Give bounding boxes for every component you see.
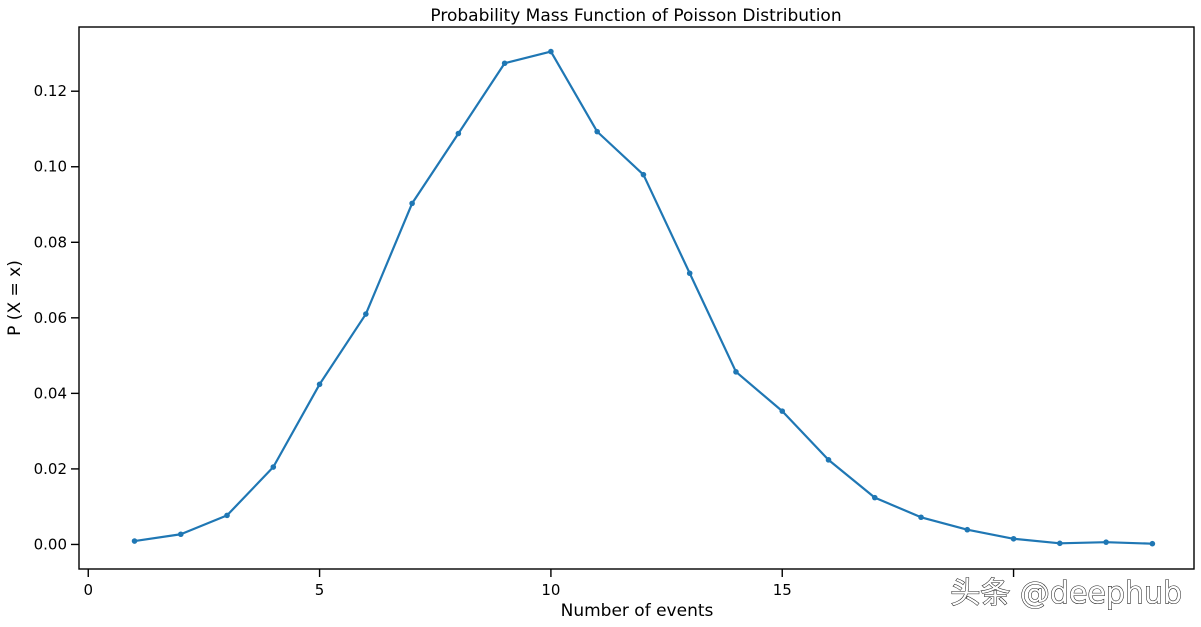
data-point [1149, 540, 1156, 547]
y-tick-label: 0.12 [34, 82, 67, 100]
y-tick-label: 0.10 [34, 158, 67, 176]
data-point [316, 381, 323, 388]
data-point [177, 531, 184, 538]
data-point [501, 60, 508, 67]
y-axis: 0.00 0.02 0.04 0.06 0.08 0.10 0.12 [34, 82, 79, 553]
x-tick-label: 0 [83, 581, 93, 599]
data-point [548, 48, 554, 55]
data-point [779, 408, 786, 414]
chart-title: Probability Mass Function of Poisson Dis… [430, 6, 841, 26]
data-point [686, 270, 693, 277]
y-tick-label: 0.08 [34, 233, 67, 251]
y-ticks: 0.00 0.02 0.04 0.06 0.08 0.10 0.12 [34, 82, 79, 553]
x-tick-label: 15 [773, 581, 792, 599]
data-point [918, 514, 924, 521]
x-axis: 0 5 10 15 [83, 569, 1015, 599]
data-point [409, 200, 415, 207]
x-ticks: 0 5 10 15 [83, 569, 1015, 599]
data-point [871, 494, 878, 501]
data-point [733, 369, 739, 375]
data-point [455, 130, 462, 137]
y-tick-label: 0.04 [34, 384, 67, 402]
watermark: 头条 @deephub [950, 576, 1182, 611]
data-point [224, 512, 230, 519]
y-tick-label: 0.00 [34, 535, 67, 553]
x-tick-label: 5 [315, 581, 325, 599]
y-tick-label: 0.02 [34, 460, 67, 478]
plot-frame [78, 26, 1195, 570]
data-point [270, 464, 277, 470]
data-point [131, 538, 138, 544]
data-point [964, 526, 971, 533]
data-point [594, 128, 600, 135]
x-axis-label: Number of events [561, 601, 714, 621]
data-point [1103, 539, 1109, 545]
data-point [1057, 540, 1063, 547]
data-point [1010, 535, 1017, 542]
x-tick-label: 10 [541, 581, 560, 599]
y-axis-label: P (X = x) [5, 260, 25, 336]
data-point [825, 457, 832, 463]
series-line [134, 50, 1153, 545]
y-tick-label: 0.06 [34, 309, 67, 327]
data-point [363, 311, 369, 317]
data-point [640, 171, 647, 178]
series-layer [131, 48, 1156, 547]
